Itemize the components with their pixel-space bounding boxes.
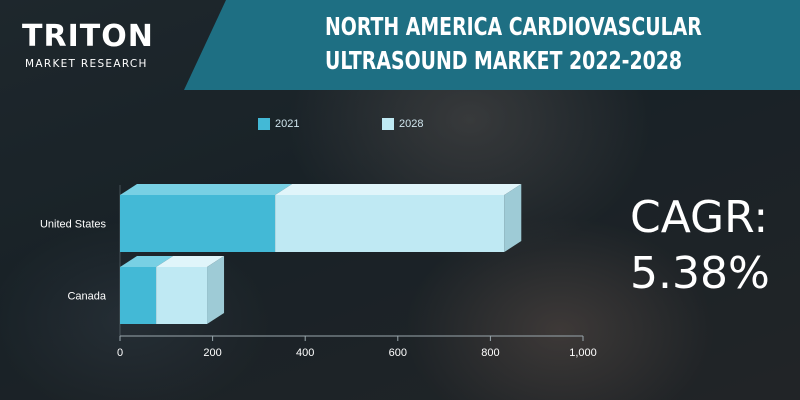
title-banner: NORTH AMERICA CARDIOVASCULAR ULTRASOUND … <box>184 0 800 90</box>
logo-wordmark: TRITON <box>22 19 154 54</box>
cagr-label: CAGR: <box>630 192 769 243</box>
bar-canada-2021 <box>120 267 157 324</box>
cagr-value: 5.38% <box>630 248 770 299</box>
bar-top-united-states-2028 <box>275 184 522 195</box>
x-tick-label: 200 <box>203 347 221 359</box>
bar-top-united-states-2021 <box>120 184 293 195</box>
bar-side-united-states-2028 <box>504 184 522 252</box>
bar-top-canada-2028 <box>156 256 225 267</box>
legend-swatch-2021 <box>258 118 270 130</box>
legend-label-2028: 2028 <box>399 118 424 130</box>
bar-united-states-2028 <box>275 195 505 252</box>
category-label-united-states: United States <box>40 219 107 231</box>
bar-canada-2028 <box>156 267 208 324</box>
logo-tagline: MARKET RESEARCH <box>25 58 148 70</box>
cagr-callout: CAGR: 5.38% <box>630 190 790 302</box>
title-line-1: NORTH AMERICA CARDIOVASCULAR <box>325 12 703 41</box>
category-label-canada: Canada <box>67 291 106 303</box>
bar-top-canada-2021 <box>120 256 174 267</box>
legend-label-2021: 2021 <box>275 118 300 130</box>
x-tick-label: 1,000 <box>569 347 597 359</box>
triton-logo: TRITON MARKET RESEARCH <box>22 20 172 76</box>
x-tick-label: 0 <box>117 347 123 359</box>
bar-side-canada-2028 <box>207 256 225 324</box>
x-tick-label: 800 <box>481 347 499 359</box>
legend-swatch-2028 <box>382 118 394 130</box>
x-tick-label: 600 <box>389 347 407 359</box>
title-line-2: ULTRASOUND MARKET 2022-2028 <box>325 46 683 75</box>
x-tick-label: 400 <box>296 347 314 359</box>
bar-chart: United States Canada 0 200 400 600 800 1,000 <box>40 184 597 359</box>
bar-united-states-2021 <box>120 195 276 252</box>
